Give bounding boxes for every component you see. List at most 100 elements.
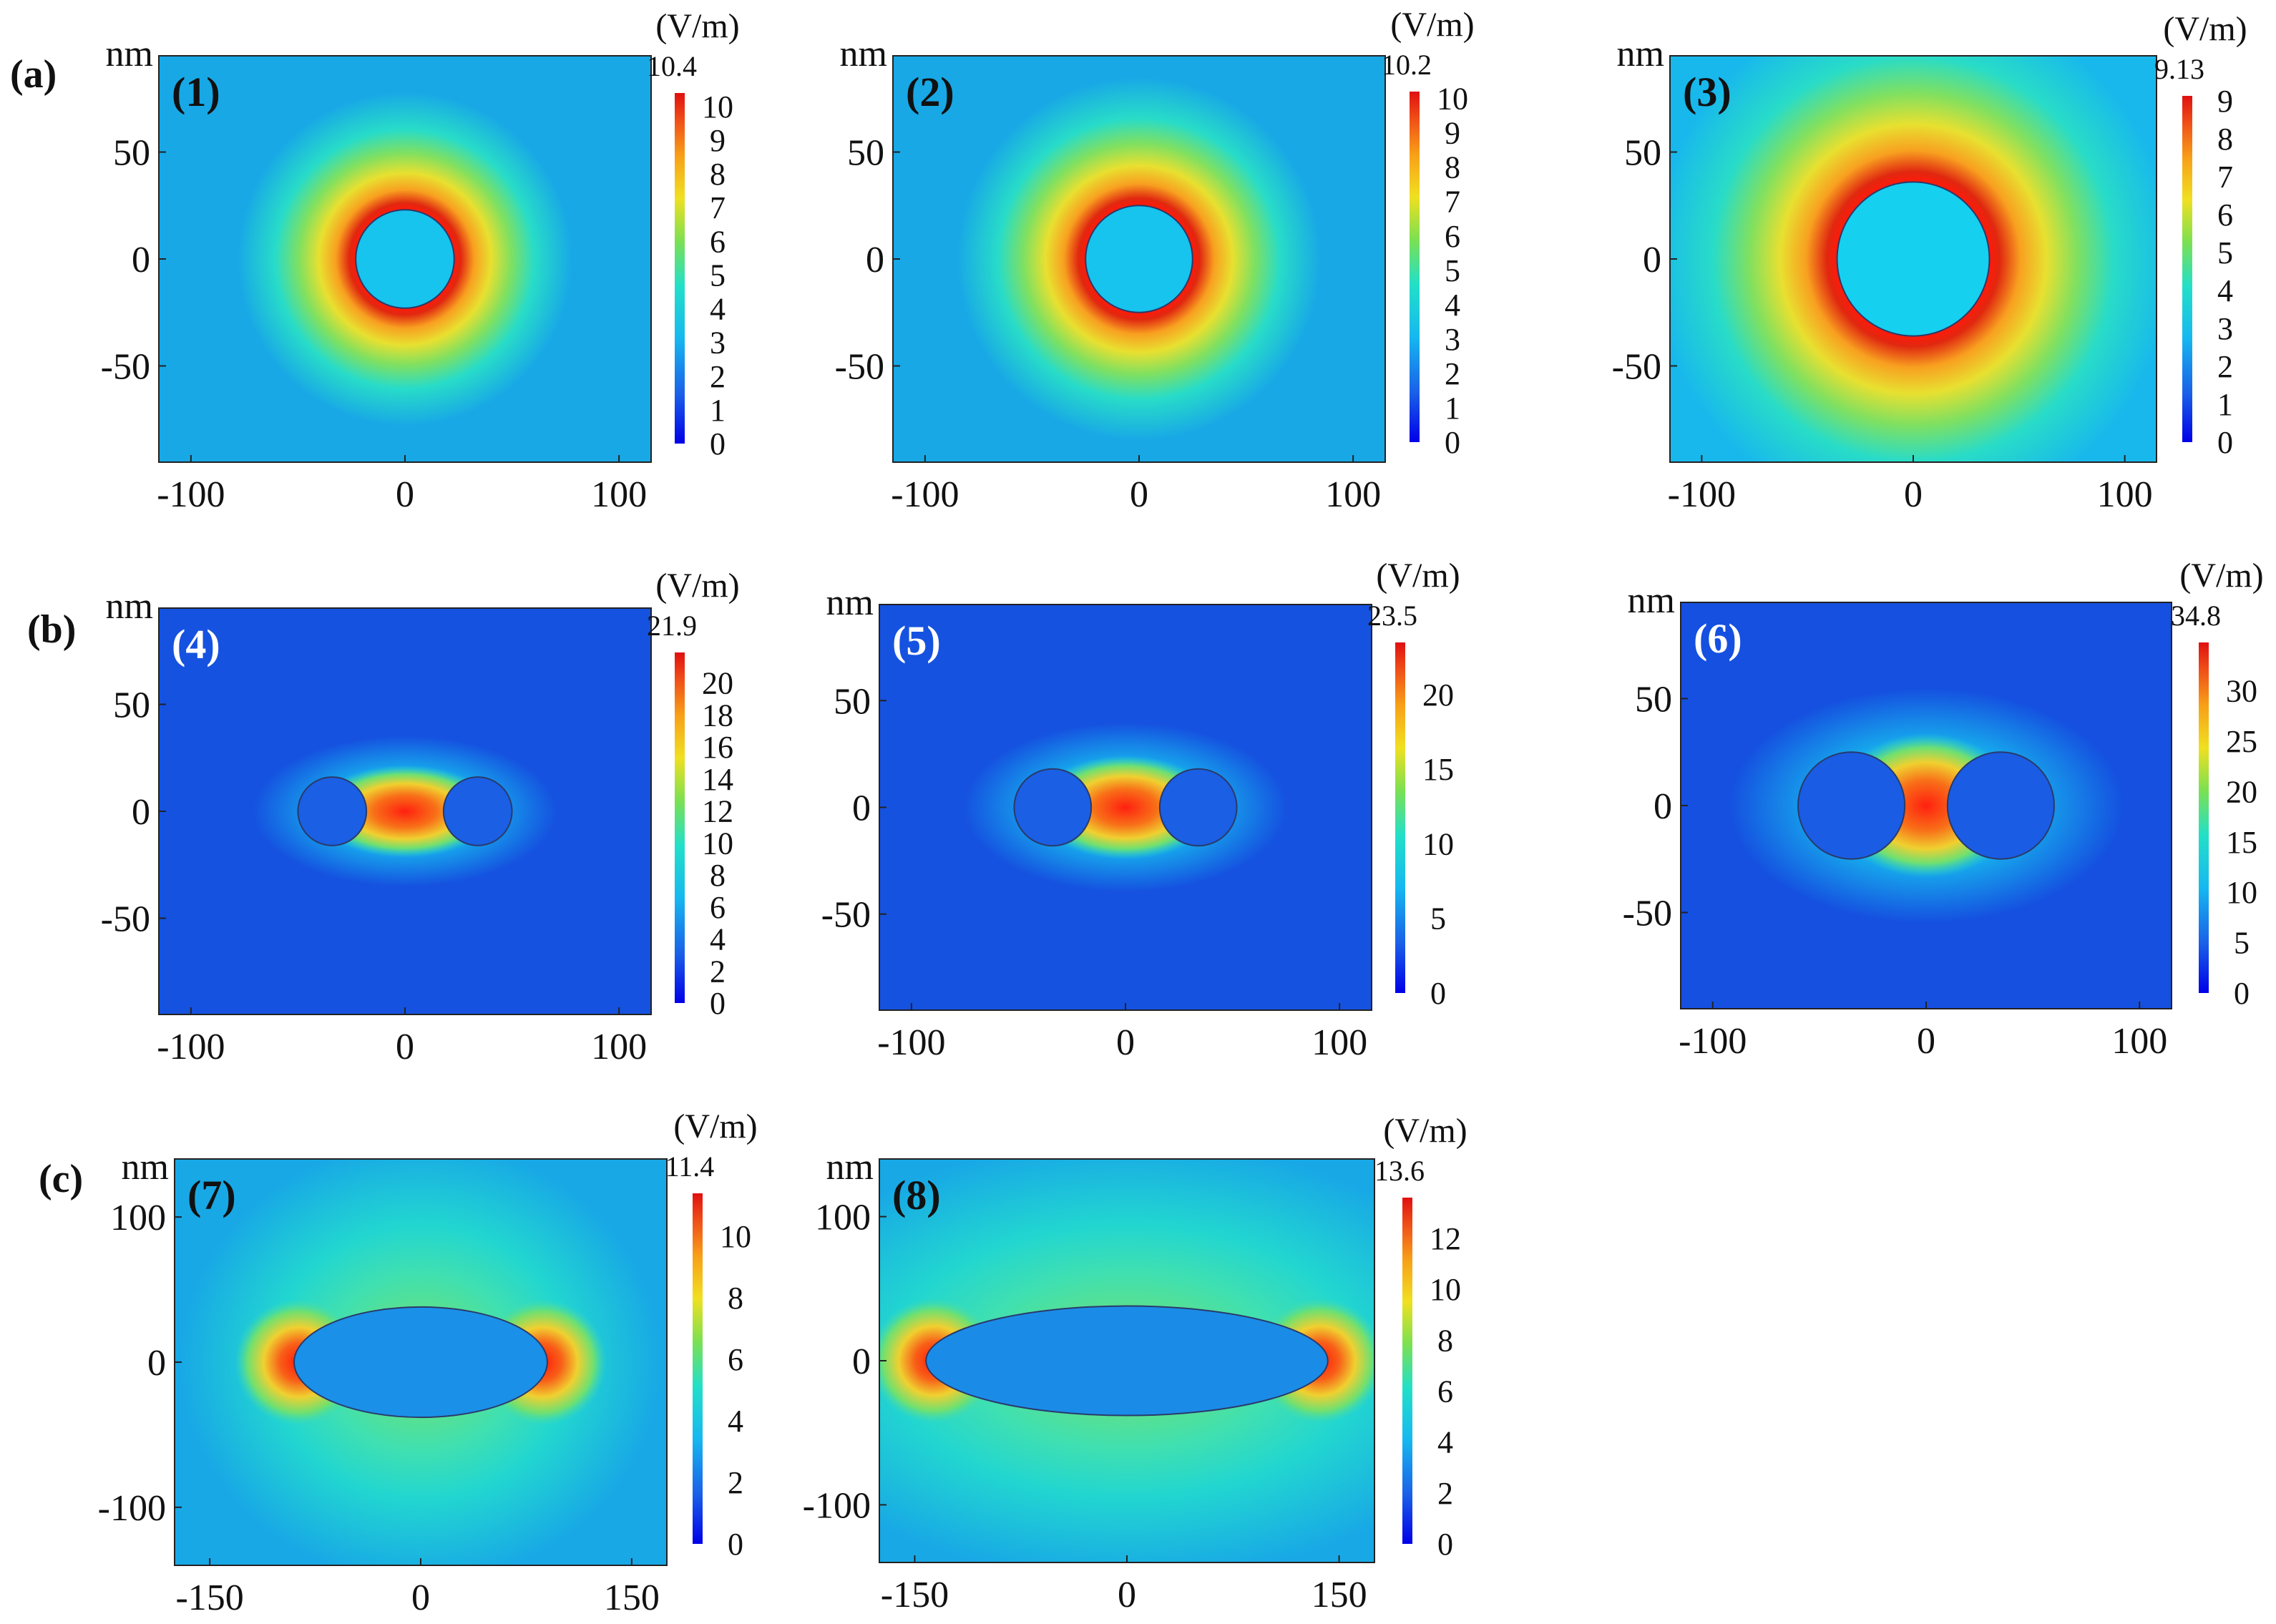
colorbar-tick-label: 5	[1430, 901, 1446, 936]
colorbar-tick-label: 2	[1437, 1476, 1453, 1511]
colorbar-tick-label: 4	[1437, 1425, 1453, 1460]
colorbar-tick-label: 4	[728, 1404, 743, 1439]
x-tick-label: 100	[2097, 474, 2153, 515]
particle-1	[355, 209, 455, 309]
x-tick-label: 0	[1118, 1575, 1136, 1615]
particle-1	[1013, 768, 1093, 847]
y-unit-label: nm	[106, 34, 153, 74]
y-unit-label: nm	[826, 1147, 874, 1188]
colorbar-tick-label: 10	[2226, 875, 2257, 910]
colorbar-tick-label: 1	[710, 393, 726, 428]
field-layers	[957, 77, 1322, 441]
colorbar-tick-label: 5	[2217, 235, 2233, 270]
colorbar-tick-label: 6	[2217, 197, 2233, 233]
y-tick-label: 50	[1635, 680, 1672, 720]
colorbar-max-label: 21.9	[647, 610, 697, 642]
panel-label: (6)	[1694, 615, 1742, 662]
x-tick-label: 0	[1917, 1021, 1935, 1062]
colorbar-tick-label: 2	[1445, 356, 1460, 391]
y-tick-label: 0	[132, 240, 150, 280]
y-tick-label: 0	[132, 792, 150, 833]
heatmap-panel-6: (6) nm -100 0 100 50 0 -50 0 5 10 15 20 25 30 (V/m) 34.8	[1623, 557, 2264, 1062]
colorbar-tick-label: 0	[728, 1527, 743, 1562]
y-tick-label: 0	[852, 788, 871, 829]
colorbar	[675, 93, 685, 444]
colorbar-tick-label: 0	[2234, 976, 2250, 1011]
y-tick-label: -100	[803, 1485, 871, 1526]
field-layers	[964, 723, 1287, 892]
colorbar-tick-label: 0	[710, 426, 726, 461]
colorbar-tick-label: 12	[702, 794, 733, 829]
colorbar-tick-label: 2	[2217, 349, 2233, 384]
x-tick-label: 100	[591, 474, 647, 515]
field-layers	[1670, 56, 2157, 462]
colorbar-tick-label: 7	[1445, 185, 1460, 220]
colorbar-unit: (V/m)	[655, 7, 739, 45]
colorbar-tick-label: 15	[2226, 825, 2257, 860]
colorbar-tick-label: 6	[710, 890, 726, 925]
colorbar-tick-label: 6	[1445, 219, 1460, 254]
colorbar	[1402, 1198, 1412, 1544]
y-tick-label: -50	[101, 346, 150, 387]
colorbar-tick-label: 10	[702, 89, 733, 124]
colorbar-tick-label: 4	[710, 922, 726, 957]
x-tick-label: 0	[1130, 474, 1148, 515]
colorbar	[675, 652, 685, 1003]
panels: (1)nm-100 0 100500-50012345678910(V/m)10.4…	[98, 6, 2264, 1618]
panel-label: (1)	[172, 69, 220, 115]
colorbar-tick-label: 10	[1430, 1272, 1461, 1307]
x-tick-label: -100	[877, 1022, 945, 1063]
panel-label: (4)	[172, 621, 220, 667]
x-tick-label: 100	[2111, 1021, 2167, 1062]
colorbar-tick-label: 7	[2217, 160, 2233, 195]
y-tick-label: -50	[101, 899, 150, 939]
colorbar-tick-label: 0	[1437, 1527, 1453, 1562]
x-tick-label: -100	[157, 474, 225, 515]
x-tick-label: 100	[1312, 1022, 1367, 1063]
colorbar-max-label: 34.8	[2171, 600, 2221, 632]
colorbar-max-label: 10.2	[1382, 49, 1432, 81]
particle-2	[1946, 751, 2055, 860]
colorbar	[2199, 642, 2209, 993]
x-tick-label: -150	[881, 1575, 949, 1615]
particle-1	[293, 1306, 548, 1419]
colorbar-tick-label: 2	[710, 954, 726, 989]
colorbar-tick-label: 9	[2217, 84, 2233, 119]
y-tick-label: 0	[852, 1341, 871, 1382]
panel-label: (3)	[1683, 69, 1732, 115]
colorbar-unit: (V/m)	[673, 1107, 757, 1145]
x-tick-label: 0	[396, 1027, 414, 1067]
colorbar-tick-label: 5	[1445, 253, 1460, 288]
y-unit-label: nm	[1617, 34, 1664, 74]
colorbar-tick-label: 0	[710, 986, 726, 1021]
colorbar-tick-label: 5	[2234, 926, 2250, 961]
heatmap-panel-8: (8) nm -150 0 150 100 0 -100 0 2 4 6 8 10 12 (V/m) 13.6	[803, 1112, 1467, 1615]
x-tick-label: -150	[175, 1577, 243, 1618]
colorbar-max-label: 9.13	[2154, 53, 2204, 85]
particle-1	[1836, 181, 1991, 337]
x-tick-label: -100	[157, 1027, 225, 1067]
colorbar	[2182, 96, 2192, 442]
colorbar-tick-label: 10	[1422, 826, 1454, 861]
colorbar	[1410, 92, 1420, 442]
heatmap-panel-4: (4)nm-100 0 100500-5002468101214161820(V/m…	[101, 567, 740, 1067]
colorbar-tick-label: 6	[710, 224, 726, 259]
colorbar-tick-label: 0	[2217, 425, 2233, 460]
colorbar-tick-label: 15	[1422, 752, 1454, 787]
y-tick-label: -50	[1612, 346, 1661, 387]
y-tick-label: 0	[1654, 786, 1672, 827]
x-tick-label: 100	[1325, 474, 1381, 515]
x-tick-label: 0	[1116, 1022, 1135, 1063]
heatmap-panel-7: (7) nm -150 0 150 100 0 -100 0 2 4 6 8 10 (V/m) 11.4	[98, 1107, 758, 1618]
particle-1	[1797, 751, 1906, 860]
colorbar-tick-label: 2	[710, 359, 726, 394]
x-tick-label: -100	[891, 474, 959, 515]
colorbar-tick-label: 4	[710, 292, 726, 327]
panel-label: (7)	[187, 1172, 236, 1218]
colorbar-tick-label: 8	[1437, 1323, 1453, 1358]
colorbar-max-label: 11.4	[665, 1150, 715, 1183]
y-tick-label: 50	[834, 681, 871, 722]
